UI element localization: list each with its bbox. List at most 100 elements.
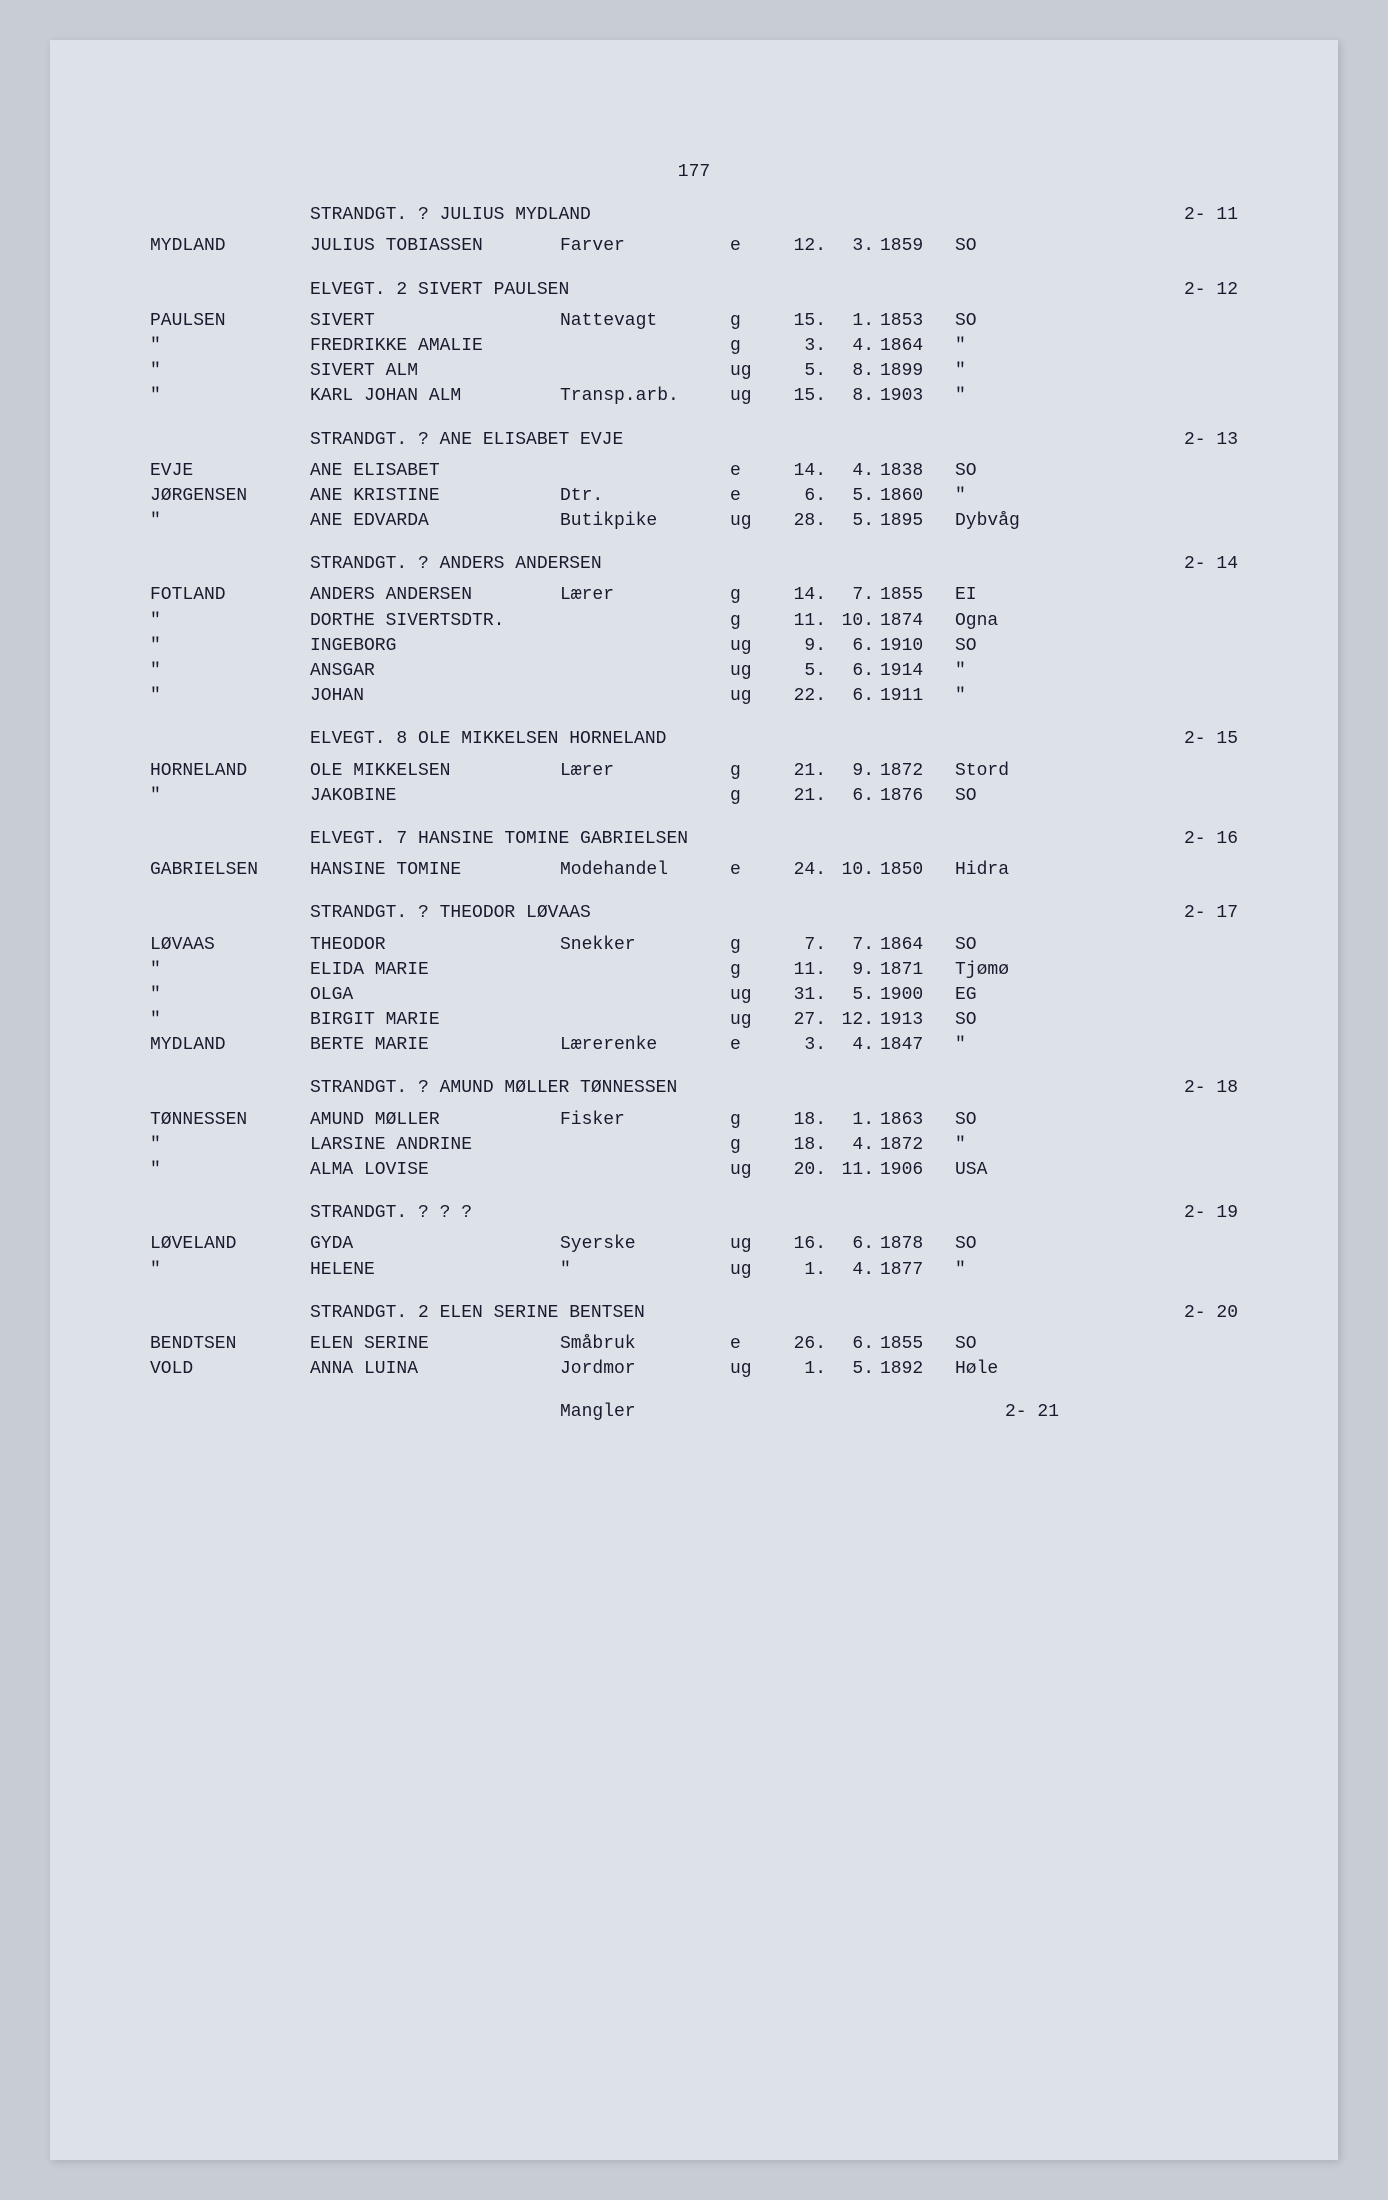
- person-row: EVJEANE ELISABETe14.4.1838SO: [150, 459, 1238, 484]
- household-header: ELVEGT. 7 HANSINE TOMINE GABRIELSEN2- 16: [150, 827, 1238, 852]
- cell-month: 1.: [830, 309, 880, 334]
- cell-day: 5.: [780, 359, 830, 384]
- cell-firstname: DORTHE SIVERTSDTR.: [310, 609, 560, 634]
- header-ref: 2- 15: [1118, 727, 1238, 752]
- cell-surname: ": [150, 659, 310, 684]
- cell-place: ": [955, 359, 1055, 384]
- person-row: "BIRGIT MARIEug27.12.1913SO: [150, 1008, 1238, 1033]
- cell-day: 12.: [780, 234, 830, 259]
- household-header: STRANDGT. ? ANDERS ANDERSEN2- 14: [150, 552, 1238, 577]
- cell-surname: ": [150, 1008, 310, 1033]
- cell-year: 1871: [880, 958, 955, 983]
- cell-place: SO: [955, 459, 1055, 484]
- cell-surname: MYDLAND: [150, 1033, 310, 1058]
- header-ref: 2- 16: [1118, 827, 1238, 852]
- cell-day: 22.: [780, 684, 830, 709]
- cell-occupation: ": [560, 1258, 730, 1283]
- cell-place: SO: [955, 309, 1055, 334]
- person-row: PAULSENSIVERTNattevagtg15.1.1853SO: [150, 309, 1238, 334]
- cell-surname: TØNNESSEN: [150, 1108, 310, 1133]
- person-row: "LARSINE ANDRINEg18.4.1872": [150, 1133, 1238, 1158]
- header-address: ELVEGT. 2 SIVERT PAULSEN: [310, 278, 1118, 303]
- cell-surname: ": [150, 684, 310, 709]
- header-address: STRANDGT. ? ANE ELISABET EVJE: [310, 428, 1118, 453]
- cell-status: ug: [730, 659, 780, 684]
- page-number: 177: [150, 160, 1238, 185]
- person-row: "KARL JOHAN ALMTransp.arb.ug15.8.1903": [150, 384, 1238, 409]
- cell-year: 1913: [880, 1008, 955, 1033]
- cell-firstname: ANDERS ANDERSEN: [310, 583, 560, 608]
- header-address: ELVEGT. 8 OLE MIKKELSEN HORNELAND: [310, 727, 1118, 752]
- cell-firstname: BIRGIT MARIE: [310, 1008, 560, 1033]
- cell-firstname: OLE MIKKELSEN: [310, 759, 560, 784]
- cell-month: 6.: [830, 1232, 880, 1257]
- cell-firstname: JAKOBINE: [310, 784, 560, 809]
- cell-day: 18.: [780, 1133, 830, 1158]
- cell-month: 6.: [830, 659, 880, 684]
- cell-year: 1914: [880, 659, 955, 684]
- cell-place: ": [955, 1033, 1055, 1058]
- cell-month: 5.: [830, 983, 880, 1008]
- cell-firstname: FREDRIKKE AMALIE: [310, 334, 560, 359]
- cell-firstname: JULIUS TOBIASSEN: [310, 234, 560, 259]
- cell-year: 1878: [880, 1232, 955, 1257]
- person-row: "INGEBORGug9.6.1910SO: [150, 634, 1238, 659]
- cell-occupation: Farver: [560, 234, 730, 259]
- cell-surname: LØVAAS: [150, 933, 310, 958]
- cell-month: 8.: [830, 359, 880, 384]
- cell-occupation: [560, 1008, 730, 1033]
- cell-year: 1899: [880, 359, 955, 384]
- cell-occupation: [560, 983, 730, 1008]
- cell-occupation: Syerske: [560, 1232, 730, 1257]
- cell-month: 6.: [830, 684, 880, 709]
- person-row: TØNNESSENAMUND MØLLERFiskerg18.1.1863SO: [150, 1108, 1238, 1133]
- cell-day: 14.: [780, 459, 830, 484]
- cell-firstname: LARSINE ANDRINE: [310, 1133, 560, 1158]
- cell-year: 1838: [880, 459, 955, 484]
- cell-surname: ": [150, 1258, 310, 1283]
- household-header: STRANDGT. ? ? ?2- 19: [150, 1201, 1238, 1226]
- cell-year: 1864: [880, 933, 955, 958]
- cell-surname: ": [150, 983, 310, 1008]
- cell-place: Tjømø: [955, 958, 1055, 983]
- cell-month: 8.: [830, 384, 880, 409]
- person-row: "DORTHE SIVERTSDTR.g11.10.1874Ogna: [150, 609, 1238, 634]
- cell-occupation: Fisker: [560, 1108, 730, 1133]
- household-header: STRANDGT. ? ANE ELISABET EVJE2- 13: [150, 428, 1238, 453]
- cell-firstname: INGEBORG: [310, 634, 560, 659]
- cell-day: 11.: [780, 958, 830, 983]
- cell-firstname: ALMA LOVISE: [310, 1158, 560, 1183]
- cell-day: 15.: [780, 309, 830, 334]
- cell-month: 6.: [830, 1332, 880, 1357]
- cell-occupation: Snekker: [560, 933, 730, 958]
- person-row: "SIVERT ALMug5.8.1899": [150, 359, 1238, 384]
- person-row: "JAKOBINEg21.6.1876SO: [150, 784, 1238, 809]
- cell-firstname: THEODOR: [310, 933, 560, 958]
- cell-month: 5.: [830, 509, 880, 534]
- cell-status: g: [730, 309, 780, 334]
- cell-occupation: Jordmor: [560, 1357, 730, 1382]
- header-address: ELVEGT. 7 HANSINE TOMINE GABRIELSEN: [310, 827, 1118, 852]
- trailer-line: Mangler2- 21: [150, 1400, 1238, 1425]
- header-ref: 2- 19: [1118, 1201, 1238, 1226]
- cell-firstname: ANSGAR: [310, 659, 560, 684]
- cell-status: g: [730, 1133, 780, 1158]
- cell-place: EG: [955, 983, 1055, 1008]
- header-address: STRANDGT. ? JULIUS MYDLAND: [310, 203, 1118, 228]
- cell-month: 6.: [830, 784, 880, 809]
- cell-occupation: [560, 359, 730, 384]
- header-ref: 2- 18: [1118, 1076, 1238, 1101]
- cell-occupation: Transp.arb.: [560, 384, 730, 409]
- cell-place: Høle: [955, 1357, 1055, 1382]
- cell-year: 1895: [880, 509, 955, 534]
- cell-year: 1876: [880, 784, 955, 809]
- cell-occupation: Dtr.: [560, 484, 730, 509]
- cell-occupation: Småbruk: [560, 1332, 730, 1357]
- cell-status: ug: [730, 634, 780, 659]
- cell-day: 7.: [780, 933, 830, 958]
- person-row: "FREDRIKKE AMALIEg3.4.1864": [150, 334, 1238, 359]
- cell-firstname: ANNA LUINA: [310, 1357, 560, 1382]
- cell-place: Stord: [955, 759, 1055, 784]
- cell-occupation: [560, 609, 730, 634]
- person-row: VOLDANNA LUINAJordmorug1.5.1892Høle: [150, 1357, 1238, 1382]
